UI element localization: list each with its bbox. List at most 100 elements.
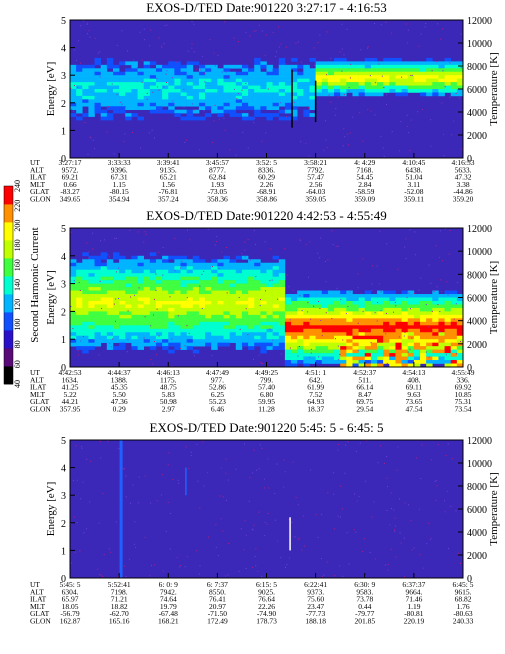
heatmap-cell [180,95,187,100]
heatmap-cell [352,85,359,90]
row-value: 8777. [209,165,226,174]
noise-dot [317,42,319,43]
heatmap-cell [377,85,384,90]
heatmap-cell [383,290,390,295]
heatmap-cell [235,283,243,288]
noise-dot [325,139,327,141]
heatmap-cell [420,328,427,333]
heatmap-cell [450,328,458,333]
noise-dot [426,543,428,545]
heatmap-cell [444,346,452,350]
noise-dot [340,485,342,487]
heatmap-cell [260,339,267,343]
heatmap-cell [192,290,200,295]
heatmap-cell [143,273,151,277]
noise-dot [144,39,146,41]
heatmap-cell [211,294,218,298]
heatmap-cell [420,294,427,298]
heatmap-cell [205,297,212,302]
noise-dot [261,447,263,449]
heatmap-cell [149,82,157,86]
heatmap-cell [119,266,126,270]
heatmap-cell [162,311,169,316]
heatmap-cell [297,304,304,309]
noise-dot [165,73,167,75]
heatmap-cell [143,297,151,302]
heatmap-cell [364,356,372,361]
row-value: 1.56 [162,180,175,189]
heatmap-cell [119,294,126,298]
heatmap-cell [229,335,237,340]
heatmap-cell [186,102,194,107]
noise-dot [102,493,104,494]
heatmap-cell [205,342,212,347]
heatmap-cell [143,269,151,274]
heatmap-cell [303,325,310,330]
row-value: 1.15 [113,180,126,189]
heatmap-cell [119,61,126,66]
noise-dot [99,76,101,78]
heatmap-cell [112,109,120,114]
heatmap-cell [444,297,452,302]
heatmap-cell [284,75,292,79]
noise-dot [186,556,188,558]
heatmap-cell [254,106,261,110]
heatmap-cell [112,273,120,277]
heatmap-cell [106,300,114,305]
heatmap-cell [192,269,200,274]
heatmap-cell [395,356,402,361]
heatmap-cell [401,304,409,309]
heatmap-cell [82,75,89,79]
row-value: 7.52 [309,390,322,399]
heatmap-cell [149,252,157,257]
noise-dot [295,496,297,498]
noise-dot [193,23,195,25]
heatmap-cell [100,325,108,330]
noise-dot [450,505,452,507]
heatmap-cell [119,328,126,333]
noise-dot [393,509,395,511]
heatmap-cell [334,82,341,86]
heatmap-cell [438,307,445,312]
heatmap-cell [284,311,292,316]
heatmap-cell [383,356,390,361]
heatmap-cell [94,89,101,93]
heatmap-cell [162,332,169,337]
row-value: 23.47 [307,602,324,611]
noise-dot [441,102,443,104]
heatmap-cell [254,61,261,66]
heatmap-cell [248,280,255,284]
row-value: 44.21 [62,397,79,406]
heatmap-cell [272,82,280,86]
heatmap-cell [198,283,206,288]
noise-dot [113,153,115,155]
heatmap-cell [248,276,255,281]
heatmap-cell [334,75,341,79]
noise-dot [180,348,181,349]
heatmap-cell [168,106,175,110]
row-label: ALT [30,165,44,174]
heatmap-cell [450,325,458,330]
heatmap-cell [94,262,101,267]
heatmap-cell [358,78,366,83]
heatmap-cell [383,294,390,298]
row-value: 0.66 [63,180,76,189]
heatmap-cell [217,300,224,305]
heatmap-cell [162,304,169,309]
noise-dot [203,110,205,112]
heatmap-cell [186,269,194,274]
heatmap-cell [278,95,286,100]
noise-dot [172,100,174,102]
heatmap-cell [180,116,187,121]
heatmap-cell [125,328,132,333]
noise-dot [188,468,190,469]
heatmap-cell [88,311,95,316]
noise-dot [283,459,285,461]
heatmap-cell [303,353,310,357]
heatmap-cell [284,102,292,107]
heatmap-cell [235,255,243,260]
heatmap-cell [407,300,415,305]
heatmap-cell [217,325,224,330]
heatmap-cell [389,78,396,83]
heatmap-cell [309,307,316,312]
